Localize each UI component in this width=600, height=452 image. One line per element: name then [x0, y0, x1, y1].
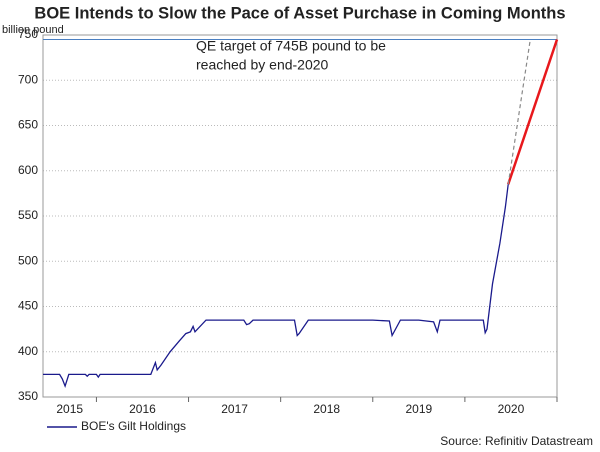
x-tick-label: 2015	[56, 402, 83, 416]
legend-label: BOE's Gilt Holdings	[81, 419, 186, 433]
y-tick-label: 700	[18, 72, 38, 86]
projection-line	[507, 39, 531, 185]
y-tick-label: 450	[18, 299, 38, 313]
projection-line	[507, 39, 559, 185]
y-tick-label: 550	[18, 208, 38, 222]
y-tick-label: 350	[18, 389, 38, 403]
plot-frame	[42, 34, 558, 398]
source: Source: Refinitiv Datastream	[440, 434, 593, 448]
x-tick-label: 2016	[129, 402, 156, 416]
y-axis-label: billion pound	[2, 24, 64, 36]
y-tick-label: 500	[18, 253, 38, 267]
x-tick-label: 2017	[221, 402, 248, 416]
chart-title: BOE Intends to Slow the Pace of Asset Pu…	[34, 4, 565, 22]
x-tick-label: 2018	[313, 402, 340, 416]
annotation: QE target of 745B pound to be	[196, 38, 386, 54]
y-tick-label: 750	[18, 27, 38, 41]
series-line	[43, 184, 509, 389]
x-tick-label: 2020	[498, 402, 525, 416]
x-tick-label: 2019	[405, 402, 432, 416]
annotation: reached by end-2020	[196, 57, 329, 73]
y-tick-label: 400	[18, 344, 38, 358]
y-tick-label: 600	[18, 163, 38, 177]
y-tick-label: 650	[18, 118, 38, 132]
